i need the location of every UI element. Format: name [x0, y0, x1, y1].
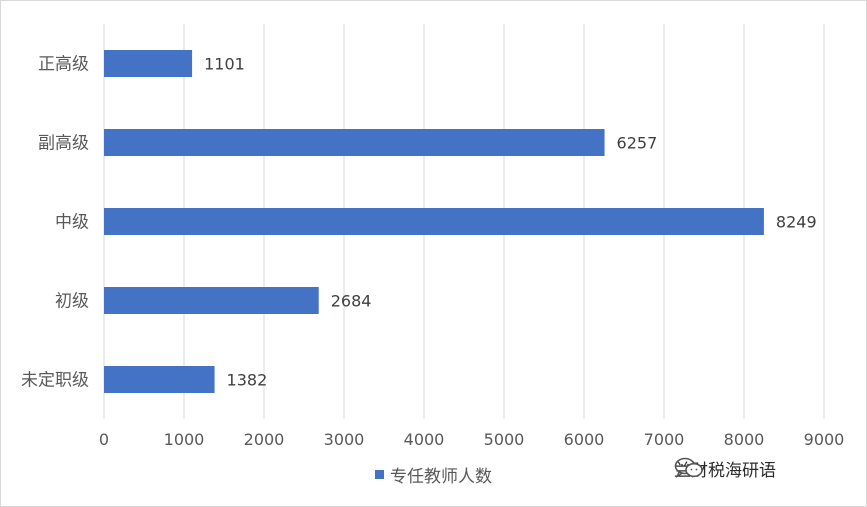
x-tick-label: 1000 — [164, 430, 205, 449]
legend-swatch — [375, 470, 384, 479]
x-tick-label: 6000 — [564, 430, 605, 449]
data-label: 1382 — [227, 371, 268, 390]
legend-label: 专任教师人数 — [390, 467, 492, 487]
x-tick-label: 7000 — [644, 430, 685, 449]
x-tick-label: 2000 — [244, 430, 285, 449]
bars — [104, 50, 764, 393]
category-label: 副高级 — [38, 134, 89, 154]
data-label: 8249 — [776, 213, 817, 232]
bar — [104, 287, 319, 314]
x-tick-label: 4000 — [404, 430, 445, 449]
x-tick-label: 3000 — [324, 430, 365, 449]
x-tick-labels: 0 1000 2000 3000 4000 5000 6000 7000 8000 9000 — [99, 430, 844, 449]
data-label: 6257 — [617, 134, 658, 153]
data-label: 1101 — [204, 55, 245, 74]
category-label: 未定职级 — [21, 371, 89, 391]
bar — [104, 129, 605, 156]
data-label: 2684 — [331, 292, 372, 311]
category-label: 初级 — [55, 292, 89, 312]
bar — [104, 366, 215, 393]
x-tick-label: 8000 — [724, 430, 765, 449]
category-label: 中级 — [55, 213, 89, 233]
x-tick-label: 5000 — [484, 430, 525, 449]
category-label: 正高级 — [38, 55, 89, 75]
bar — [104, 208, 764, 235]
watermark: 兰财税海研语 — [674, 456, 776, 481]
x-tick-label: 9000 — [804, 430, 845, 449]
bar — [104, 50, 193, 77]
wechat-icon — [674, 457, 703, 478]
data-labels: 1101 6257 8249 2684 1382 — [204, 55, 817, 390]
x-tick-label: 0 — [99, 430, 109, 449]
legend: 专任教师人数 — [375, 467, 492, 487]
